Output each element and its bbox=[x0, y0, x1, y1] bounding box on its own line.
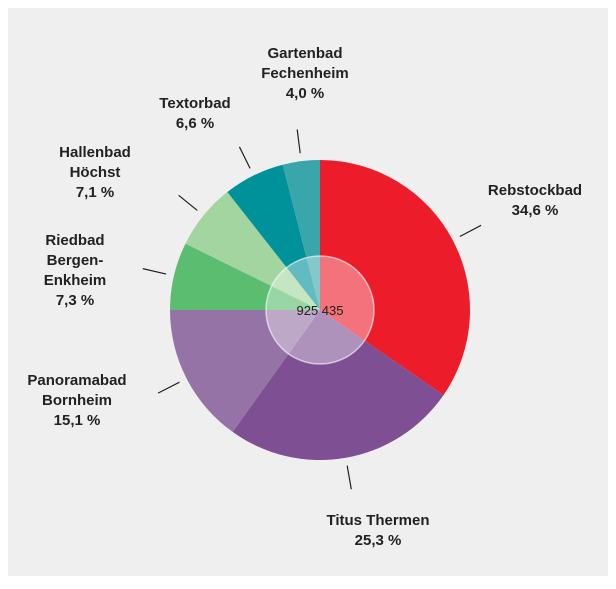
value-label: 4,0 % bbox=[286, 85, 324, 102]
slice bbox=[232, 310, 444, 460]
value-label: 34,6 % bbox=[512, 202, 559, 219]
leader-line bbox=[157, 381, 180, 394]
value-label: 7,3 % bbox=[56, 292, 94, 309]
slice bbox=[185, 192, 320, 310]
value-label: 15,1 % bbox=[54, 412, 101, 429]
value-label: 7,1 % bbox=[76, 184, 114, 201]
leader-line bbox=[178, 194, 198, 211]
pie bbox=[170, 160, 470, 460]
value-label: 6,6 % bbox=[176, 115, 214, 132]
leader-line bbox=[459, 224, 482, 238]
center-circle bbox=[265, 255, 375, 365]
slice-name: Textorbad bbox=[159, 95, 230, 112]
center-label: 925 435 bbox=[297, 303, 344, 318]
slice-name: Riedbad Bergen-Enkheim bbox=[44, 232, 107, 289]
value-label: 25,3 % bbox=[355, 532, 402, 549]
slice-name: Titus Thermen bbox=[326, 512, 429, 529]
leader-line bbox=[346, 465, 352, 490]
slice bbox=[170, 243, 320, 310]
slice-name: Rebstockbad bbox=[488, 182, 582, 199]
leader-line bbox=[238, 146, 251, 169]
leader-line bbox=[142, 268, 167, 275]
slice-name: Gartenbad Fechenheim bbox=[261, 45, 349, 82]
slice-name: Panoramabad Bornheim bbox=[27, 372, 126, 409]
slice bbox=[320, 160, 470, 396]
slice bbox=[227, 164, 320, 310]
slice bbox=[282, 160, 320, 310]
leader-line bbox=[296, 129, 301, 154]
slice bbox=[170, 310, 320, 432]
slice-name: Hallenbad Höchst bbox=[59, 144, 131, 181]
